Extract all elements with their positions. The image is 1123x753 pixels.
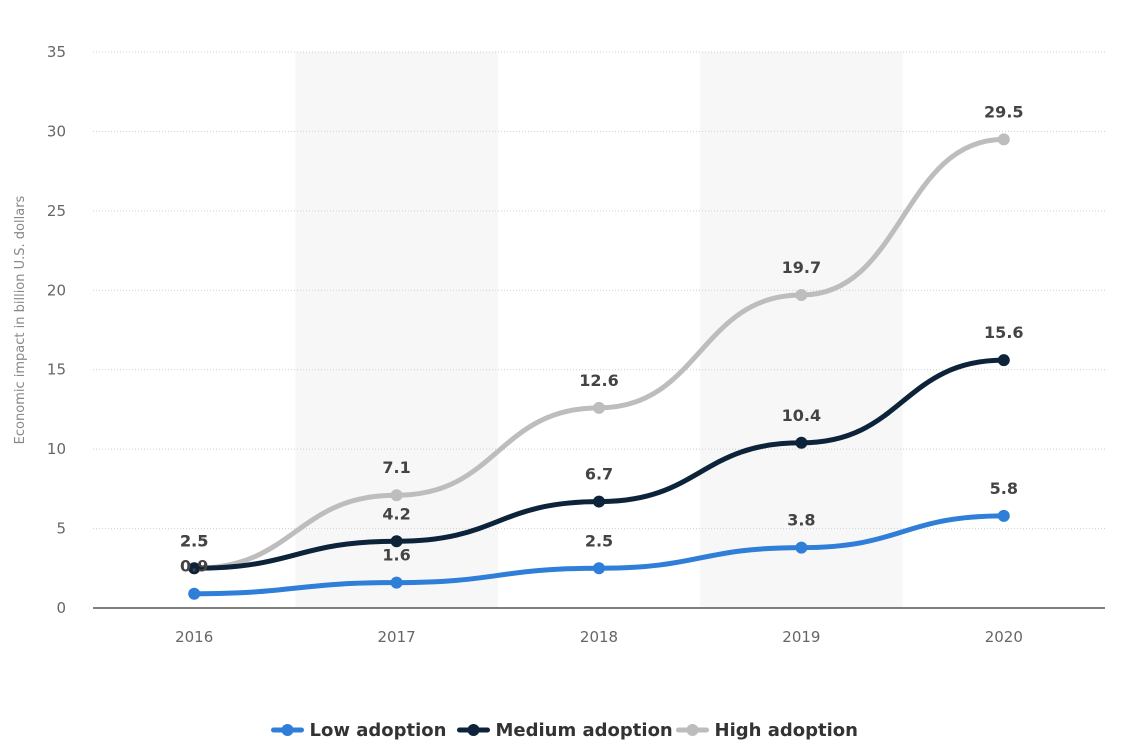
data-point (390, 576, 403, 589)
legend-marker (686, 724, 699, 736)
data-label: 19.7 (782, 258, 821, 277)
data-point (795, 541, 808, 554)
data-point (188, 562, 201, 575)
data-point (593, 562, 605, 575)
y-tick-label: 15 (47, 361, 66, 379)
x-tick-label: 2020 (985, 628, 1023, 646)
data-point (188, 587, 201, 600)
data-label: 5.8 (990, 479, 1018, 498)
legend-item: Low adoption (271, 720, 447, 741)
legend-marker (467, 724, 480, 736)
data-label: 2.5 (180, 531, 208, 550)
y-axis-label: Economic impact in billion U.S. dollars (13, 195, 28, 444)
data-point (390, 489, 403, 502)
data-label: 7.1 (382, 458, 410, 477)
data-label: 4.2 (382, 504, 410, 523)
data-label: 2.5 (180, 531, 208, 550)
plot-band (700, 52, 903, 608)
plot-bands (295, 52, 903, 608)
data-label: 2.5 (585, 531, 613, 550)
data-point (795, 289, 808, 302)
legend-item: Medium adoption (457, 720, 673, 741)
axes: 0 5 10 15 20 25 30 35 2016 2017 2018 2019 2020 Econom… (13, 43, 1105, 646)
x-tick-label: 2018 (580, 628, 618, 646)
data-point (390, 535, 403, 548)
legend-label: High adoption (715, 720, 858, 741)
data-label: 15.6 (984, 323, 1023, 342)
x-tick-label: 2017 (378, 628, 416, 646)
y-tick-label: 25 (47, 202, 66, 220)
legend-label: Low adoption (310, 720, 447, 741)
y-tick-label: 0 (56, 599, 66, 617)
data-label: 6.7 (585, 465, 613, 484)
data-label: 0.9 (180, 557, 208, 576)
data-point (997, 133, 1010, 146)
legend: Low adoption Medium adoption High adoption (271, 720, 858, 741)
y-tick-label: 10 (47, 440, 66, 458)
data-point (997, 509, 1010, 522)
data-label: 12.6 (579, 371, 618, 390)
y-tick-label: 30 (47, 122, 66, 140)
data-label: 29.5 (984, 102, 1023, 121)
data-point (593, 401, 605, 414)
series-group (188, 133, 1010, 600)
y-tick-label: 20 (47, 281, 66, 299)
x-tick-label: 2019 (782, 628, 820, 646)
data-label: 3.8 (787, 511, 815, 530)
x-tick-label: 2016 (175, 628, 213, 646)
legend-label: Medium adoption (496, 720, 673, 741)
gridlines (93, 51, 1105, 530)
data-label: 1.6 (382, 546, 410, 565)
legend-item: High adoption (676, 720, 858, 741)
data-labels: 0.91.62.53.85.82.54.26.710.415.62.57.112… (180, 102, 1024, 575)
data-label: 10.4 (782, 406, 821, 425)
data-point (593, 495, 605, 508)
data-point (997, 354, 1010, 367)
legend-marker (281, 724, 294, 736)
y-tick-label: 35 (47, 43, 66, 61)
y-tick-label: 5 (56, 520, 66, 538)
plot-band (295, 52, 498, 608)
data-point (795, 436, 808, 449)
